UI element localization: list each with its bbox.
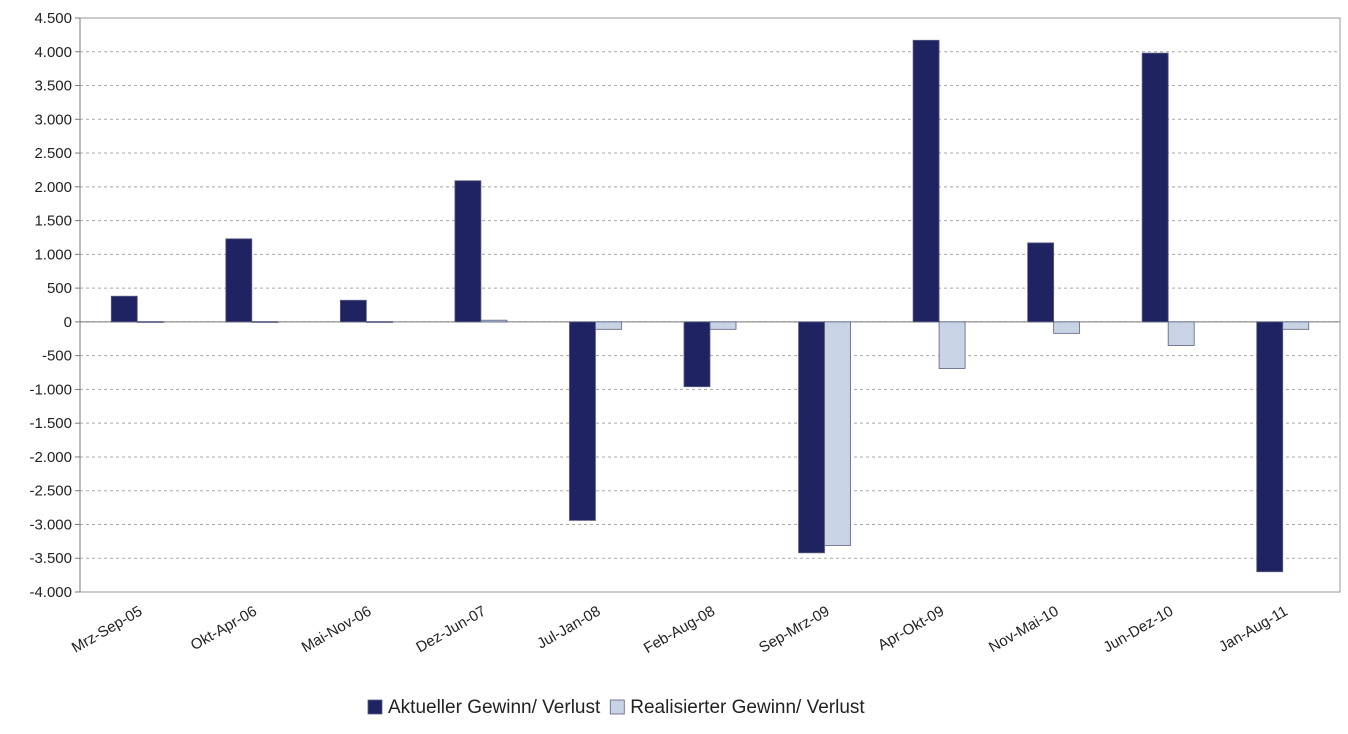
y-tick-label: 4.500 (34, 10, 72, 27)
y-tick-labels: 4.500 4.000 3.500 3.000 2.500 2.000 1.500 1.000… (29, 10, 72, 601)
y-tick-label: -1.500 (29, 415, 72, 432)
legend-swatch-1 (367, 699, 383, 715)
bar-realisierter-11 (1282, 321, 1310, 330)
bar-aktueller-7 (798, 321, 825, 554)
legend-swatch-2 (609, 699, 625, 715)
x-tick-label: Nov-Mai-10 (986, 603, 1062, 656)
x-tick-label: Apr-Okt-09 (875, 603, 947, 654)
y-tick-label: -4.000 (29, 584, 72, 601)
bar-realisierter-4 (480, 319, 508, 323)
y-tick-label: 2.500 (34, 145, 72, 162)
bar-aktueller-2 (225, 238, 253, 323)
bar-aktueller-5 (569, 321, 596, 521)
x-tick-label: Mai-Nov-06 (299, 603, 375, 656)
bar-realisierter-1 (136, 321, 164, 323)
bar-realisierter-5 (595, 321, 622, 330)
x-tick-label: Jul-Jan-08 (534, 603, 603, 653)
y-tick-label: -500 (42, 348, 72, 365)
x-tick-label: Mrz-Sep-05 (69, 603, 145, 657)
legend-label-2: Realisierter Gewinn/ Verlust (630, 697, 865, 718)
y-tick-label: -2.500 (29, 483, 72, 500)
y-tick-label: 1.500 (34, 213, 72, 230)
y-tick-label: 4.000 (34, 44, 72, 61)
x-tick-label: Sep-Mrz-09 (756, 603, 832, 657)
y-tick-label: 500 (47, 280, 72, 297)
x-tick-label: Feb-Aug-08 (641, 603, 718, 657)
bar-aktueller-10 (1141, 52, 1169, 323)
bar-realisierter-7 (824, 321, 851, 546)
x-tick-labels: Mrz-Sep-05 Okt-Apr-06 Mai-Nov-06 Dez-Jun-07… (69, 603, 1291, 657)
bar-realisierter-8 (938, 321, 966, 369)
y-tick-label: 3.000 (34, 111, 72, 128)
legend: Aktueller Gewinn/ Verlust Realisierter Ge… (367, 697, 865, 718)
bar-aktueller-11 (1256, 321, 1284, 573)
bars (110, 39, 1310, 573)
bar-aktueller-9 (1027, 242, 1055, 323)
bar-aktueller-4 (454, 180, 482, 323)
y-tick-label: -1.000 (29, 381, 72, 398)
bar-aktueller-6 (683, 321, 711, 388)
y-tick-label: 3.500 (34, 78, 72, 95)
bar-aktueller-8 (912, 39, 940, 323)
y-tick-label: -3.500 (29, 550, 72, 567)
y-tick-label: -3.000 (29, 516, 72, 533)
bar-realisierter-6 (709, 321, 737, 330)
y-tick-label: -2.000 (29, 449, 72, 466)
bar-realisierter-2 (251, 321, 279, 323)
bar-aktueller-3 (339, 299, 367, 323)
y-tick-label: 2.000 (34, 179, 72, 196)
bar-realisierter-10 (1167, 321, 1195, 346)
x-tick-label: Jan-Aug-11 (1216, 603, 1291, 656)
x-tick-label: Dez-Jun-07 (413, 603, 489, 656)
bar-realisierter-3 (365, 321, 393, 323)
gridlines (80, 51, 1340, 559)
legend-label-1: Aktueller Gewinn/ Verlust (388, 697, 601, 718)
bar-aktueller-1 (110, 295, 138, 323)
x-tick-label: Jun-Dez-10 (1101, 603, 1177, 656)
y-tick-label: 1.000 (34, 246, 72, 263)
x-tick-label: Okt-Apr-06 (188, 603, 260, 654)
bar-realisierter-9 (1053, 321, 1081, 334)
y-tick-label: 0 (64, 314, 72, 331)
